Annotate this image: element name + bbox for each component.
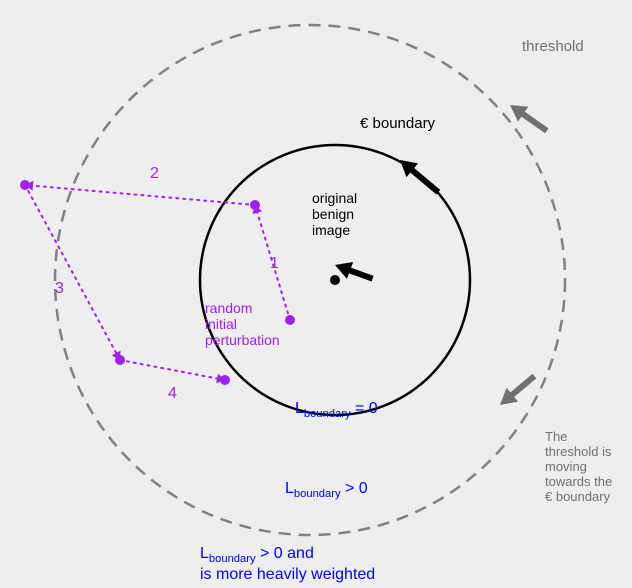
perturbation-dot [20, 180, 30, 190]
original-image-label: original benign image [312, 190, 357, 238]
step-3-label: 3 [55, 280, 64, 298]
l-boundary-gt-0-weighted-label: Lboundary > 0 andis more heavily weighte… [200, 545, 375, 584]
threshold-circle [55, 25, 565, 535]
arrow-to-eps-boundary-shaft [411, 169, 439, 192]
threshold-label: threshold [522, 38, 584, 55]
perturbation-dot [115, 355, 125, 365]
threshold-note-label: The threshold is moving towards the € bo… [545, 430, 612, 505]
step-4-label: 4 [168, 385, 177, 403]
perturbation-dot [250, 200, 260, 210]
path-segment-2 [25, 185, 255, 205]
arrow-threshold-moving-shaft [511, 376, 535, 396]
path-segment-4 [120, 360, 225, 380]
epsilon-boundary-label: € boundary [360, 115, 435, 132]
perturbation-dot [220, 375, 230, 385]
perturbation-dot [285, 315, 295, 325]
arrow-to-origin-shaft [348, 270, 372, 279]
arrow-to-threshold-shaft [521, 113, 546, 131]
l-boundary-eq-0-label: Lboundary = 0 [295, 400, 378, 421]
step-2-label: 2 [150, 165, 159, 183]
step-1-label: 1 [270, 255, 279, 273]
path-segment-3 [25, 185, 120, 360]
origin-dot [330, 275, 340, 285]
random-init-label: random initial perturbation [205, 300, 280, 348]
l-boundary-gt-0-label: Lboundary > 0 [285, 480, 368, 501]
